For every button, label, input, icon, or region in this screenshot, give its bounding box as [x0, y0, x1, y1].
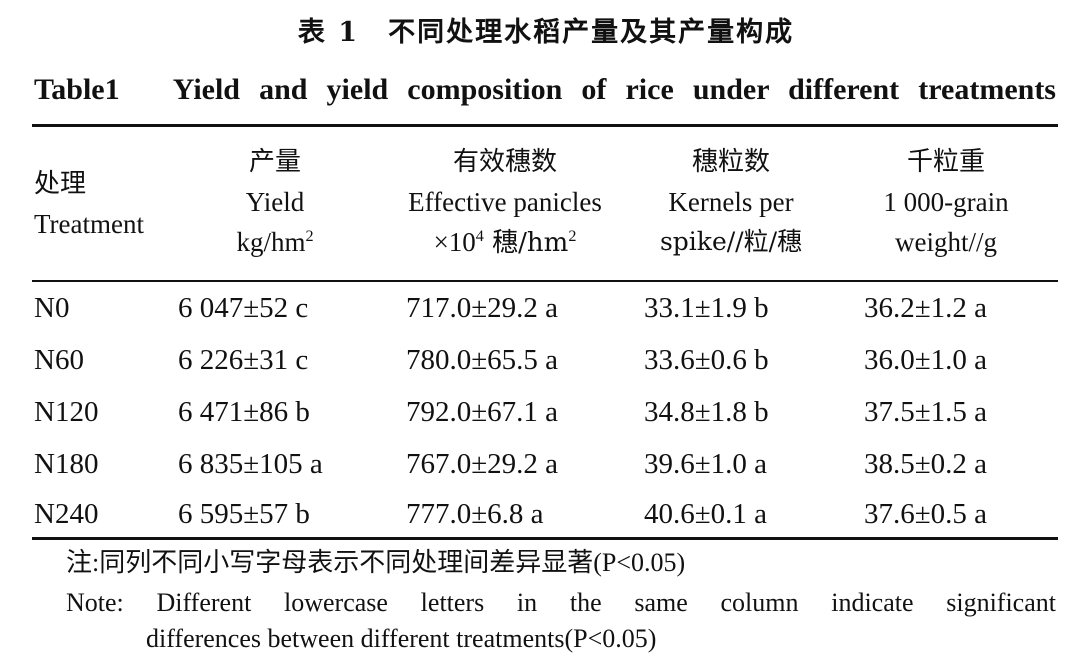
header-kernels: 穗粒数 Kernels per spike//粒/穗	[636, 142, 826, 262]
header-grain-weight: 千粒重 1 000-grain weight//g	[856, 142, 1036, 262]
header-yield-en: Yield	[245, 187, 305, 217]
header-panicles-unit-text: 穗/hm	[483, 228, 569, 258]
table-row: N240 6 595±57 b 777.0±6.8 a 40.6±0.1 a 3…	[0, 488, 1092, 540]
cell-kernels: 40.6±0.1 a	[644, 498, 768, 530]
table-title-chinese: 表 1 不同处理水稻产量及其产量构成	[297, 17, 795, 48]
cell-yield: 6 047±52 c	[178, 292, 309, 324]
header-treatment-cn: 处理	[34, 169, 87, 199]
cell-grain-weight: 37.5±1.5 a	[864, 396, 988, 428]
table-row: N180 6 835±105 a 767.0±29.2 a 39.6±1.0 a…	[0, 438, 1092, 490]
note-english-line2: differences between different treatments…	[146, 624, 657, 653]
cell-treatment: N240	[34, 498, 99, 530]
cell-panicles: 717.0±29.2 a	[406, 292, 559, 324]
header-grain-cn: 千粒重	[906, 147, 985, 177]
header-yield-unit-sup: 2	[305, 227, 314, 245]
table-row: N120 6 471±86 b 792.0±67.1 a 34.8±1.8 b …	[0, 386, 1092, 438]
header-panicles-unit-sup: 2	[568, 227, 577, 245]
header-yield-unit-text: kg/hm	[236, 227, 306, 257]
cell-yield: 6 835±105 a	[178, 448, 323, 480]
cell-treatment: N60	[34, 344, 84, 376]
cell-treatment: N120	[34, 396, 99, 428]
cell-treatment: N0	[34, 292, 70, 324]
header-yield-cn: 产量	[248, 147, 301, 177]
header-grain-en: 1 000-grain	[883, 187, 1009, 217]
cell-treatment: N180	[34, 448, 99, 480]
header-yield-unit: kg/hm2	[200, 222, 350, 262]
cell-panicles: 777.0±6.8 a	[406, 498, 544, 530]
header-panicles-cn: 有效穗数	[452, 147, 557, 177]
header-treatment-en: Treatment	[34, 209, 144, 239]
cell-kernels: 34.8±1.8 b	[644, 396, 769, 428]
header-panicles-unit-pre-sup: 4	[475, 227, 484, 245]
note-english-line1: Note: Different lowercase letters in the…	[66, 588, 1056, 617]
table-row: N0 6 047±52 c 717.0±29.2 a 33.1±1.9 b 36…	[0, 282, 1092, 334]
header-panicles-unit-pre: ×10	[433, 227, 476, 257]
cell-grain-weight: 36.0±1.0 a	[864, 344, 988, 376]
cell-grain-weight: 37.6±0.5 a	[864, 498, 988, 530]
header-kernels-cn: 穗粒数	[691, 147, 770, 177]
header-kernels-unit: spike//粒/穗	[659, 227, 803, 256]
bottom-rule	[32, 537, 1058, 540]
header-yield: 产量 Yield kg/hm2	[200, 142, 350, 262]
header-panicles: 有效穗数 Effective panicles ×104 穗/hm2	[380, 142, 630, 263]
table-title-english: Table1 Yield and yield composition of ri…	[34, 73, 1056, 106]
cell-kernels: 33.1±1.9 b	[644, 292, 769, 324]
cell-yield: 6 595±57 b	[178, 498, 310, 530]
header-rule	[32, 280, 1058, 282]
top-rule	[32, 124, 1058, 127]
cell-yield: 6 471±86 b	[178, 396, 310, 428]
cell-panicles: 780.0±65.5 a	[406, 344, 559, 376]
cell-grain-weight: 38.5±0.2 a	[864, 448, 988, 480]
header-panicles-unit: ×104 穗/hm2	[380, 222, 630, 263]
cell-panicles: 767.0±29.2 a	[406, 448, 559, 480]
cell-kernels: 33.6±0.6 b	[644, 344, 769, 376]
cell-panicles: 792.0±67.1 a	[406, 396, 559, 428]
header-panicles-en: Effective panicles	[408, 187, 602, 217]
table-row: N60 6 226±31 c 780.0±65.5 a 33.6±0.6 b 3…	[0, 334, 1092, 386]
note-chinese: 注:同列不同小写字母表示不同处理间差异显著(P<0.05)	[66, 548, 686, 577]
cell-yield: 6 226±31 c	[178, 344, 309, 376]
header-treatment: 处理 Treatment	[34, 164, 144, 244]
header-grain-unit: weight//g	[895, 227, 997, 257]
header-kernels-en: Kernels per	[668, 187, 794, 217]
cell-kernels: 39.6±1.0 a	[644, 448, 768, 480]
cell-grain-weight: 36.2±1.2 a	[864, 292, 988, 324]
